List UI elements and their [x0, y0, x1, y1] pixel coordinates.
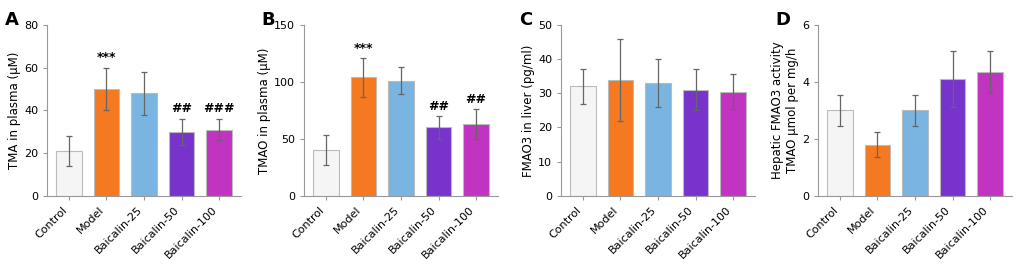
Bar [463, 124, 488, 196]
Text: ###: ### [203, 102, 234, 115]
Bar [682, 90, 707, 196]
Bar [388, 81, 414, 196]
Text: ***: *** [97, 51, 116, 64]
Bar [826, 110, 852, 196]
Bar [131, 93, 157, 196]
Bar [313, 150, 338, 196]
Bar [719, 91, 745, 196]
Bar [864, 144, 890, 196]
Bar [645, 83, 671, 196]
Bar [976, 72, 1002, 196]
Bar [570, 86, 595, 196]
Text: B: B [262, 11, 275, 29]
Text: C: C [519, 11, 532, 29]
Y-axis label: Hepatic FMAO3 activity
TMAO μmol per mg/h: Hepatic FMAO3 activity TMAO μmol per mg/… [770, 41, 799, 179]
Y-axis label: TMA in plasma (μM): TMA in plasma (μM) [8, 52, 21, 169]
Bar [351, 77, 376, 196]
Bar [206, 130, 231, 196]
Text: ##: ## [465, 93, 486, 106]
Bar [607, 80, 633, 196]
Bar [425, 128, 450, 196]
Text: ##: ## [171, 102, 192, 115]
Bar [938, 79, 964, 196]
Y-axis label: TMAO in plasma (μM): TMAO in plasma (μM) [258, 47, 271, 174]
Text: A: A [5, 11, 18, 29]
Text: ##: ## [428, 100, 448, 113]
Text: D: D [775, 11, 790, 29]
Bar [56, 151, 82, 196]
Text: ***: *** [354, 41, 373, 55]
Bar [168, 132, 194, 196]
Y-axis label: FMAO3 in liver (pg/ml): FMAO3 in liver (pg/ml) [522, 44, 535, 176]
Bar [902, 110, 927, 196]
Bar [94, 89, 119, 196]
